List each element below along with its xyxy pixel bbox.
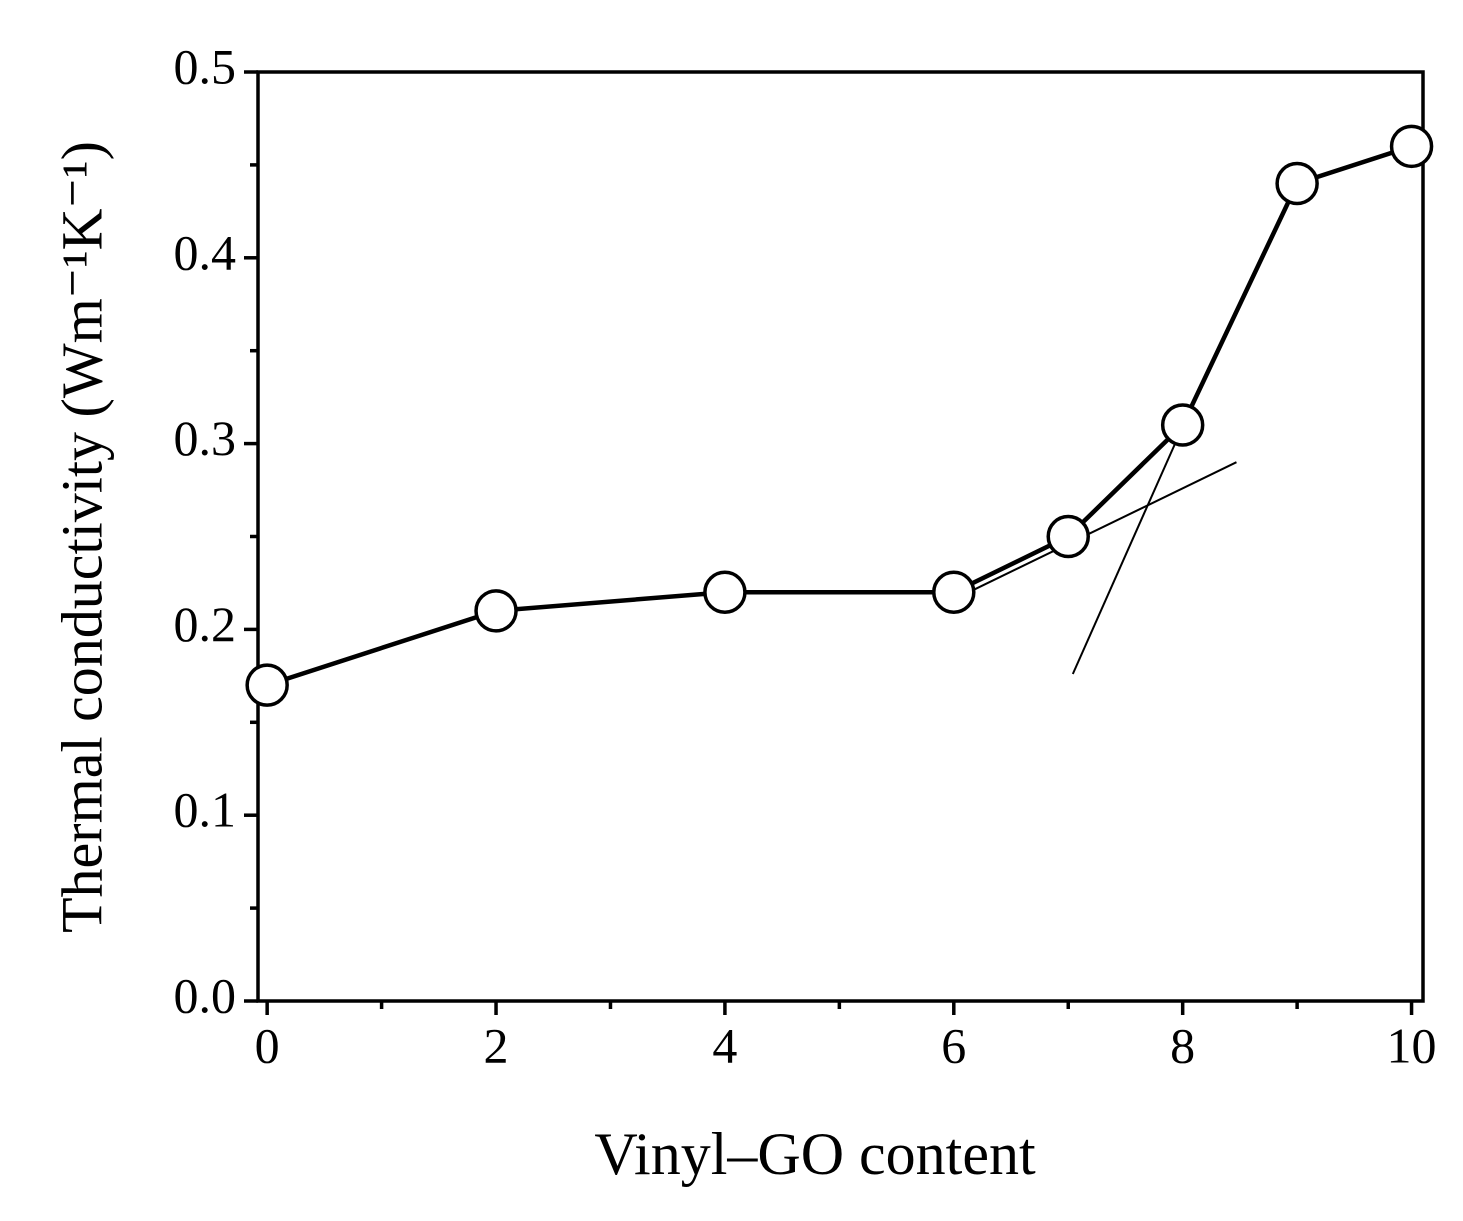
x-tick-label: 8 (1170, 1017, 1195, 1073)
x-tick-label: 0 (255, 1017, 280, 1073)
y-tick-label: 0.5 (174, 38, 237, 94)
data-point (1160, 403, 1205, 447)
data-point (1275, 161, 1319, 206)
plot-frame (256, 70, 1425, 1003)
data-point (474, 589, 518, 633)
x-axis-title: Vinyl–GO content (594, 1121, 1036, 1187)
y-axis-title: Thermal conductivity (Wm⁻¹K⁻¹) (49, 141, 114, 933)
y-tick-label: 0.4 (174, 224, 237, 280)
x-tick-label: 10 (1387, 1017, 1437, 1073)
x-tick-label: 6 (941, 1017, 966, 1073)
x-tick-label: 2 (484, 1017, 509, 1073)
y-tick-label: 0.3 (174, 410, 237, 466)
data-point (703, 570, 747, 614)
y-tick-label: 0.1 (174, 782, 237, 838)
series-line (266, 144, 1413, 688)
data-point (1046, 514, 1090, 559)
data-point (245, 663, 289, 707)
x-tick-label: 4 (712, 1017, 737, 1073)
data-point (932, 570, 976, 614)
y-tick-label: 0.2 (174, 596, 237, 652)
data-point (1389, 124, 1434, 169)
y-tick-label: 0.0 (174, 967, 237, 1023)
tangent-line (956, 461, 1237, 599)
